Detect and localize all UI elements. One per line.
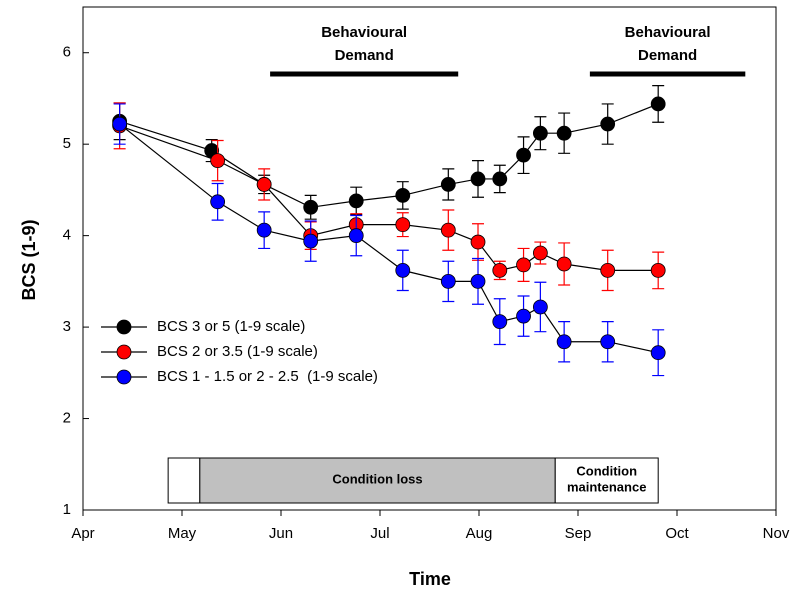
point <box>650 96 666 112</box>
legend-label: BCS 1 - 1.5 or 2 - 2.5 (1-9 scale) <box>157 368 378 385</box>
point <box>395 187 411 203</box>
y-tick-label: 5 <box>63 135 71 152</box>
point <box>532 299 548 315</box>
point <box>395 262 411 278</box>
point <box>516 147 531 163</box>
point <box>303 199 319 215</box>
point <box>256 222 272 238</box>
point <box>650 345 666 361</box>
point <box>210 194 226 210</box>
phase-label: Condition <box>576 463 637 478</box>
point <box>470 234 486 250</box>
y-tick-label: 2 <box>63 410 71 427</box>
y-tick-label: 1 <box>63 501 71 518</box>
point <box>256 177 272 192</box>
legend-label: BCS 3 or 5 (1-9 scale) <box>157 318 305 335</box>
x-tick-label: Sep <box>565 525 592 542</box>
y-tick-label: 6 <box>63 44 71 61</box>
point <box>492 314 508 330</box>
point <box>650 262 666 278</box>
legend-label: BCS 2 or 3.5 (1-9 scale) <box>157 343 318 360</box>
point <box>440 273 456 289</box>
phase-box <box>167 457 201 504</box>
phase-label: Condition loss <box>332 471 422 486</box>
period-label: Behavioural <box>625 24 711 41</box>
x-tick-label: Apr <box>71 525 94 542</box>
phase-box <box>554 457 659 504</box>
y-tick-label: 3 <box>63 318 71 335</box>
period-label: Behavioural <box>321 24 407 41</box>
legend-marker <box>116 319 132 335</box>
point <box>470 171 486 187</box>
phase-label: maintenance <box>567 479 646 494</box>
point <box>440 177 456 192</box>
period-label: Demand <box>335 47 394 64</box>
x-tick-label: Nov <box>763 525 790 542</box>
point <box>556 256 572 272</box>
x-axis-title: Time <box>409 569 451 589</box>
point <box>556 334 572 350</box>
legend-marker <box>116 344 132 360</box>
point <box>516 257 531 273</box>
point <box>492 262 508 278</box>
point <box>348 228 364 244</box>
point <box>556 125 572 141</box>
point <box>492 171 508 187</box>
point <box>440 222 456 238</box>
plot-frame <box>82 6 777 511</box>
phase-box <box>199 457 556 504</box>
x-tick-label: Jul <box>370 525 389 542</box>
x-tick-label: Aug <box>466 525 493 542</box>
point <box>112 116 128 132</box>
point <box>470 273 486 289</box>
point <box>600 334 616 350</box>
point <box>516 308 531 324</box>
y-axis-title: BCS (1-9) <box>19 219 39 300</box>
y-tick-label: 4 <box>63 227 71 244</box>
x-tick-label: Oct <box>665 525 689 542</box>
point <box>600 116 616 132</box>
period-label: Demand <box>638 47 697 64</box>
point <box>210 153 226 169</box>
legend-marker <box>116 369 132 385</box>
point <box>532 245 548 261</box>
series-line <box>119 103 659 208</box>
x-tick-label: Jun <box>269 525 293 542</box>
point <box>532 125 548 141</box>
x-tick-label: May <box>168 525 197 542</box>
point <box>348 193 364 209</box>
point <box>303 233 319 249</box>
point <box>395 217 411 233</box>
point <box>600 262 616 278</box>
